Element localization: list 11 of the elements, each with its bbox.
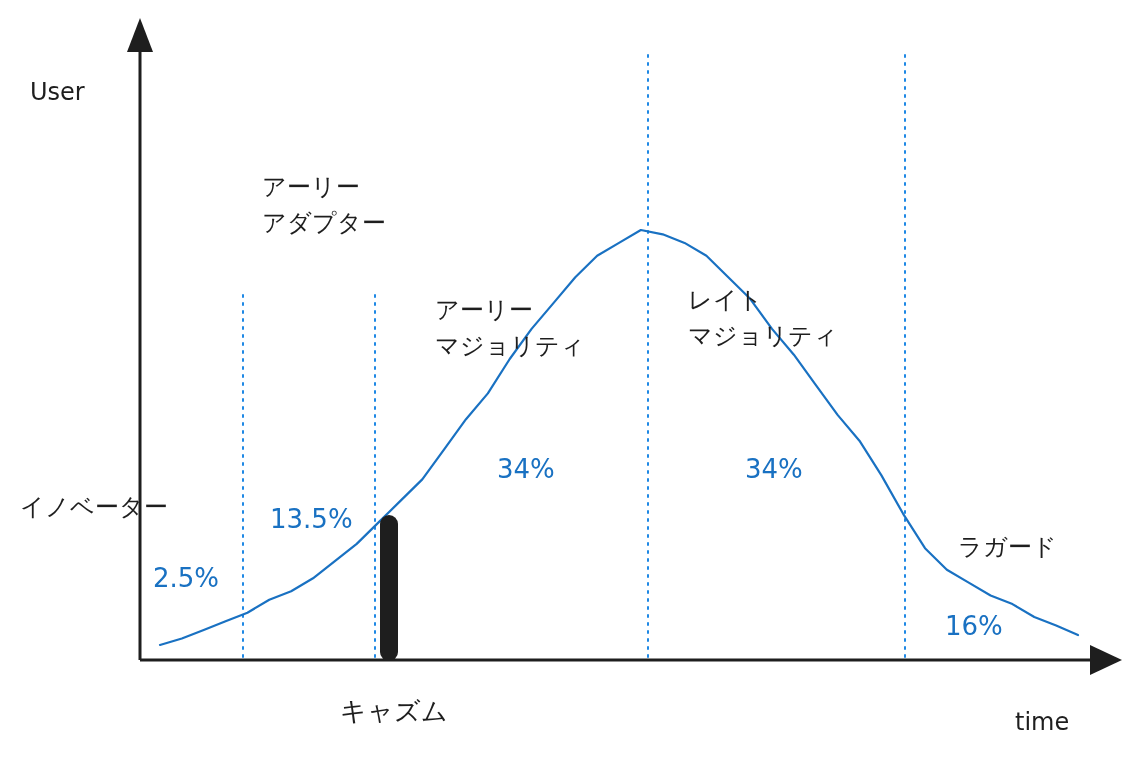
annotation: 34% — [497, 454, 555, 484]
x-axis-title: time — [1015, 708, 1070, 736]
annotation: 13.5% — [270, 504, 353, 534]
annotation: 34% — [745, 454, 803, 484]
annotation: 2.5% — [153, 563, 220, 593]
annotation: イノベーター — [20, 493, 168, 521]
text: キャズム — [340, 696, 448, 726]
annotation: 16% — [945, 611, 1003, 641]
annotation: アーリーアダプター — [262, 173, 386, 237]
annotation: ラガード — [958, 533, 1057, 561]
text: User — [30, 78, 85, 106]
